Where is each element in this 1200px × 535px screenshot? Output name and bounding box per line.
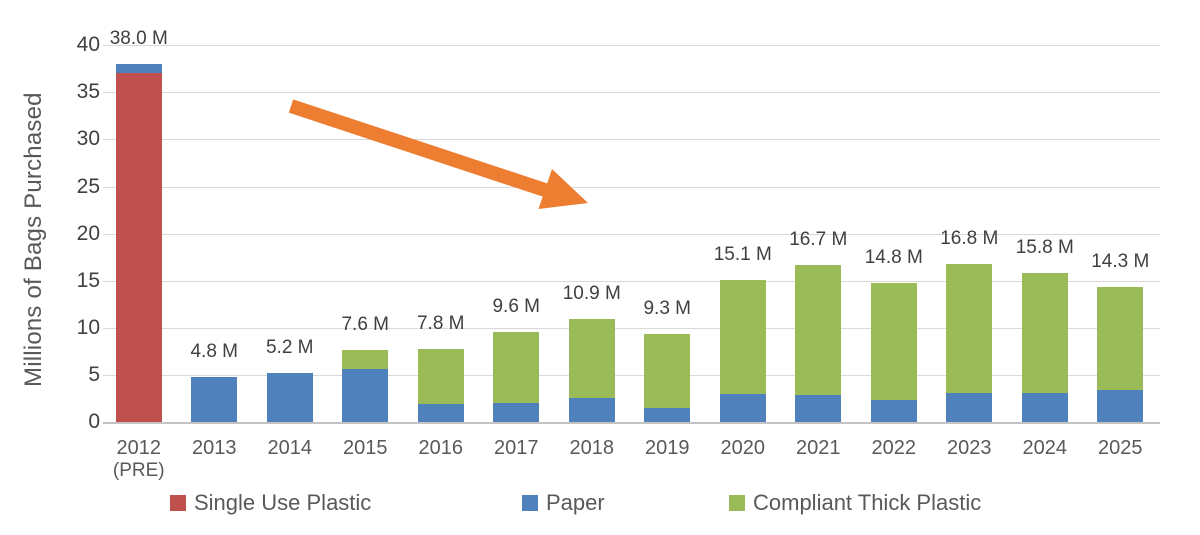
gridline-10 <box>103 327 1160 329</box>
bar-segment-compliant-thick-plastic-2018 <box>568 319 615 399</box>
x-tick-sublabel-2012: (PRE) <box>112 460 165 481</box>
bar-segment-paper-2018 <box>568 398 615 422</box>
bar-segment-paper-2017 <box>493 403 540 422</box>
compliant-thick-plastic-swatch-icon <box>729 495 745 511</box>
bar-segment-paper-2024 <box>1021 392 1068 422</box>
bar-segment-paper-2019 <box>644 407 691 422</box>
bar-total-label-2024: 15.8 M <box>1015 237 1074 259</box>
bar-total-label-2014: 5.2 M <box>265 337 314 359</box>
bar-segment-compliant-thick-plastic-2016 <box>417 348 464 405</box>
y-tick-label-15: 15 <box>76 268 100 292</box>
gridline-35 <box>103 92 1160 94</box>
x-tick-label-2019: 2019 <box>645 437 690 459</box>
bar-segment-paper-2025 <box>1097 389 1144 422</box>
bar-total-label-2020: 15.1 M <box>713 243 772 265</box>
bar-segment-paper-2014 <box>266 373 313 422</box>
bar-total-label-2021: 16.7 M <box>789 228 848 250</box>
y-tick-label-40: 40 <box>76 33 100 57</box>
x-tick-label-2025: 2025 <box>1098 437 1143 459</box>
bar-segment-single-use-plastic-2012 <box>115 73 162 422</box>
x-tick-label-2022: 2022 <box>871 437 917 459</box>
bar-segment-paper-2022 <box>870 400 917 422</box>
single-use-plastic-swatch-icon <box>170 495 186 511</box>
bar-segment-paper-2015 <box>342 369 389 422</box>
y-tick-label-10: 10 <box>76 315 100 339</box>
legend-item-compliant-thick-plastic: Compliant Thick Plastic <box>729 490 981 516</box>
legend-item-paper: Paper <box>522 490 605 516</box>
x-tick-label-2012: 2012 <box>116 437 162 459</box>
paper-swatch-icon <box>522 495 538 511</box>
x-tick-label-2014: 2014 <box>267 437 313 459</box>
bar-total-label-2015: 7.6 M <box>341 314 390 336</box>
bar-segment-compliant-thick-plastic-2020 <box>719 279 766 394</box>
bar-total-label-2012: 38.0 M <box>109 28 168 50</box>
gridline-25 <box>103 186 1160 188</box>
y-tick-label-25: 25 <box>76 174 100 198</box>
bar-segment-paper-2016 <box>417 404 464 422</box>
bar-total-label-2025: 14.3 M <box>1091 251 1150 273</box>
gridline-15 <box>103 280 1160 282</box>
legend-label-compliant-thick-plastic: Compliant Thick Plastic <box>753 490 982 515</box>
bar-total-label-2023: 16.8 M <box>940 227 999 249</box>
legend-label-single-use-plastic: Single Use Plastic <box>194 490 372 515</box>
bar-total-label-2016: 7.8 M <box>416 312 465 334</box>
x-tick-label-2016: 2016 <box>418 437 464 459</box>
y-tick-label-35: 35 <box>76 80 100 104</box>
bar-total-label-2019: 9.3 M <box>643 298 692 320</box>
gridline-40 <box>103 45 1160 47</box>
legend: Single Use Plastic Paper Compliant Thick… <box>0 490 1200 520</box>
gridline-30 <box>103 139 1160 141</box>
bar-segment-compliant-thick-plastic-2025 <box>1097 287 1144 390</box>
gridline-5 <box>103 374 1160 376</box>
bar-segment-compliant-thick-plastic-2024 <box>1021 273 1068 393</box>
legend-item-single-use-plastic: Single Use Plastic <box>170 490 371 516</box>
x-tick-label-2020: 2020 <box>720 437 766 459</box>
bar-segment-compliant-thick-plastic-2021 <box>795 264 842 395</box>
y-tick-label-0: 0 <box>88 410 100 433</box>
gridline-20 <box>103 233 1160 235</box>
bar-segment-compliant-thick-plastic-2022 <box>870 282 917 401</box>
bar-total-label-2013: 4.8 M <box>190 340 239 362</box>
x-tick-label-2024: 2024 <box>1022 437 1068 459</box>
x-axis-line <box>103 422 1160 424</box>
bar-segment-paper-2012 <box>115 64 162 74</box>
trend-arrow-shaft <box>288 99 551 198</box>
y-tick-label-5: 5 <box>88 362 100 386</box>
x-tick-label-2013: 2013 <box>192 437 237 459</box>
bar-segment-compliant-thick-plastic-2023 <box>946 263 993 393</box>
bar-segment-compliant-thick-plastic-2017 <box>493 331 540 404</box>
y-tick-label-30: 30 <box>76 127 100 151</box>
bar-segment-compliant-thick-plastic-2019 <box>644 334 691 408</box>
trend-arrow-head <box>538 169 588 209</box>
y-tick-label-20: 20 <box>76 221 100 245</box>
x-tick-label-2023: 2023 <box>947 437 992 459</box>
x-tick-label-2017: 2017 <box>494 437 539 459</box>
x-tick-label-2018: 2018 <box>569 437 615 459</box>
bar-segment-compliant-thick-plastic-2015 <box>342 350 389 370</box>
bar-total-label-2017: 9.6 M <box>492 295 541 317</box>
bar-segment-paper-2020 <box>719 393 766 422</box>
bar-segment-paper-2021 <box>795 394 842 422</box>
x-tick-label-2015: 2015 <box>343 437 388 459</box>
bar-total-label-2018: 10.9 M <box>562 283 621 305</box>
x-tick-label-2021: 2021 <box>796 437 841 459</box>
legend-label-paper: Paper <box>546 490 605 515</box>
bar-segment-paper-2013 <box>191 376 238 422</box>
bar-segment-paper-2023 <box>946 392 993 422</box>
bar-total-label-2022: 14.8 M <box>864 246 923 268</box>
